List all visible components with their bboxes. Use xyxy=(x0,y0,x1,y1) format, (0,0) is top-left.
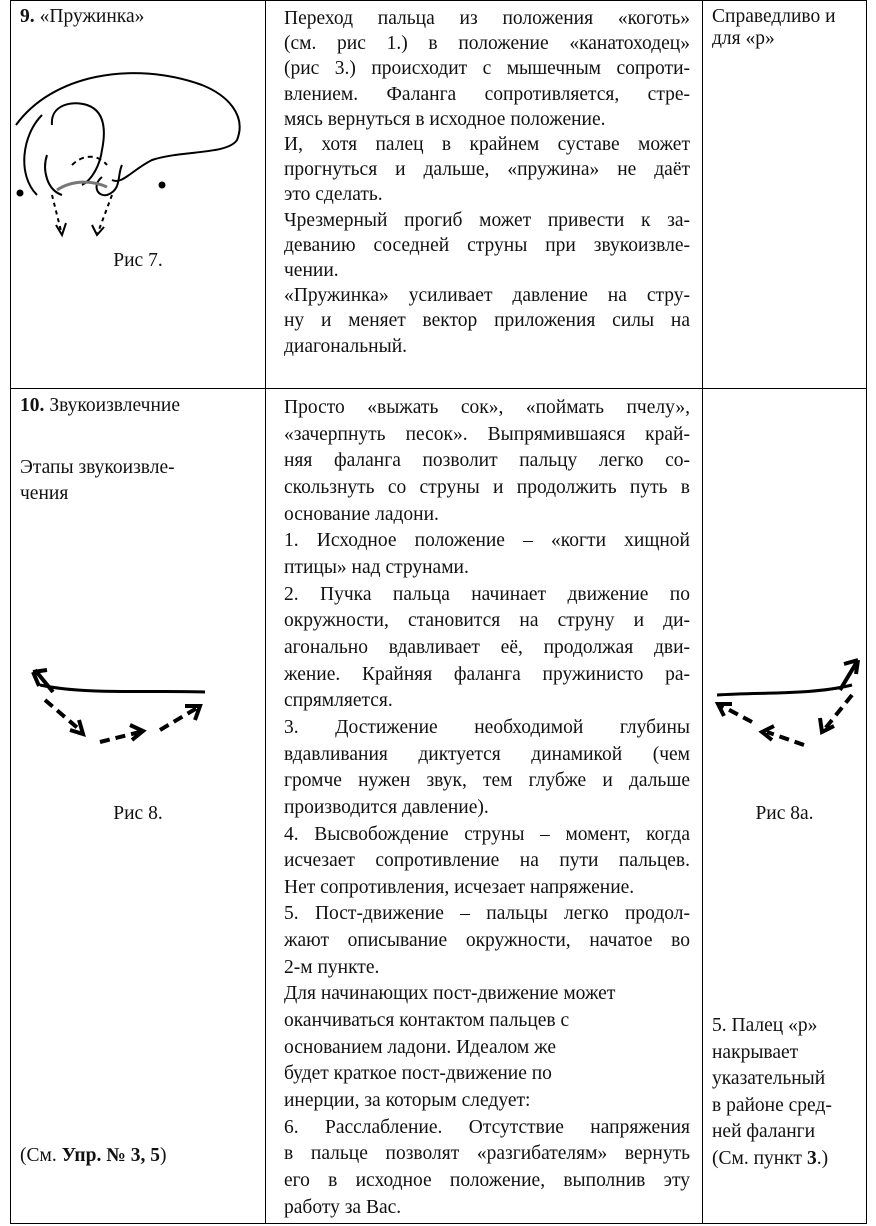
text-line: в пальце позволят «разгибателям» вернуть xyxy=(284,1143,690,1165)
text-line: это сделать. xyxy=(284,184,383,206)
figure xyxy=(714,658,860,747)
text-line: 2-м пункте. xyxy=(284,956,380,978)
text-line: исчезает сопротивление на пути пальцев. xyxy=(284,850,690,872)
paragraph: 3. Достижение необходимой глубины вдавлив… xyxy=(284,715,690,822)
paragraph: 4. Высвобождение струны – момент, когда и… xyxy=(284,822,690,902)
cell-note: Справедливо и для «р» xyxy=(712,6,836,50)
text-line: 3. Достижение необходимой глубины xyxy=(284,716,690,738)
reference-suffix: ) xyxy=(159,1145,167,1166)
text-line: основание ладони. xyxy=(284,503,439,525)
text-line: Просто «выжать сок», «поймать пчелу», xyxy=(284,397,690,418)
reference: (См. Упр. № 3, 5) xyxy=(20,1145,166,1167)
text-line: его в исходное положение, выполнив эту xyxy=(284,1170,690,1192)
figure-caption: Рис 8a. xyxy=(755,803,814,824)
item-number: 9. xyxy=(20,6,35,27)
paragraph: Переход пальца из положения «коготь» (см.… xyxy=(284,6,690,132)
text-line: прогнуться и дальше, «пружина» не даёт xyxy=(284,159,690,181)
text-line: 2. Пучка пальца начинает движение по xyxy=(284,583,690,605)
text-line: инерции, за которым следует: xyxy=(284,1090,531,1112)
text-line: (см. рис 1.) в положение «канатоходец» xyxy=(284,33,690,55)
text-line: 5. Пост-движение – пальцы легко продол- xyxy=(284,903,690,925)
paragraph: Просто «выжать сок», «поймать пчелу», «за… xyxy=(284,395,690,528)
cell-text: Переход пальца из положения «коготь» (см.… xyxy=(284,6,690,359)
text-line: (рис 3.) происходит с мышечным сопроти- xyxy=(284,58,690,80)
text-line: агонально вдавливает её, продолжая дви- xyxy=(284,636,690,658)
text-line: няя фаланга позволит пальцу легко со- xyxy=(284,450,690,472)
text-line: «Пружинка» усиливает давление на стру- xyxy=(284,285,690,307)
text-line: жают описывание окружности, начатое во xyxy=(284,930,690,952)
text-line: работу за Вас. xyxy=(284,1196,402,1218)
note-bold: 3 xyxy=(806,1147,817,1169)
figure xyxy=(15,72,241,238)
reference-prefix: (См. xyxy=(20,1145,57,1166)
note-prefix: (См. пункт xyxy=(712,1147,802,1169)
paragraph: «Пружинка» усиливает давление на стру-ну… xyxy=(284,283,690,359)
item-title: Звукоизвлечние xyxy=(49,395,180,416)
rule xyxy=(10,0,867,1)
text-line: оканчиваться контактом пальцев с xyxy=(284,1010,570,1032)
rule xyxy=(10,388,867,389)
text-line: И, хотя палец в крайнем суставе может xyxy=(284,134,690,156)
figure-caption: Рис 7. xyxy=(113,250,163,271)
note-line: для «р» xyxy=(712,28,775,49)
cell-heading: 9. «Пружинка» xyxy=(20,6,144,28)
note-line: накрывает xyxy=(712,1041,799,1063)
text-line: Нет сопротивления, исчезает напряжение. xyxy=(284,876,635,898)
note-line: (См. пункт 3.) xyxy=(712,1146,832,1173)
text-line: ну и меняет вектор приложения силы на xyxy=(284,310,690,332)
subtitle-line: чения xyxy=(20,483,69,504)
figure xyxy=(31,668,206,744)
text-line: влением. Фаланга сопротивляется, стре- xyxy=(284,83,690,105)
text-line: Переход пальца из положения «коготь» xyxy=(284,8,690,29)
text-line: 1. Исходное положение – «когти хищной xyxy=(284,530,690,552)
reference-bold: Упр. № 3, 5 xyxy=(61,1145,160,1166)
paragraph: Чрезмерный прогиб может привести к за-де… xyxy=(284,208,690,284)
rule xyxy=(866,0,867,1224)
rule xyxy=(702,0,703,1224)
figure-caption: Рис 8. xyxy=(113,803,163,824)
note-line: в районе сред- xyxy=(712,1094,832,1116)
text-line: громче нужен звук, тем глубже и дальше xyxy=(284,770,690,792)
paragraph: 1. Исходное положение – «когти хищной пти… xyxy=(284,528,690,581)
paragraph: Для начинающих пост-движение может оканчи… xyxy=(284,981,690,1114)
text-line: мясь вернуться в исходное положение. xyxy=(284,108,606,130)
note-line: указательный xyxy=(712,1068,826,1089)
note-line: ней фаланги xyxy=(712,1121,816,1142)
subtitle: Этапы звукоизвле- чения xyxy=(20,455,175,507)
rule xyxy=(10,1223,867,1224)
text-line: жение. Крайняя фаланга пружинисто ра- xyxy=(284,663,690,685)
note-line: 5. Палец «р» xyxy=(712,1015,818,1036)
note-line: Справедливо и xyxy=(712,6,836,27)
text-line: птицы» над струнами. xyxy=(284,556,469,578)
text-line: окружности, становится на струну и ди- xyxy=(284,610,690,632)
text-line: деванию соседней струны при звукоизвле- xyxy=(284,234,690,256)
text-line: спрямляется. xyxy=(284,690,393,712)
cell-heading: 10. Звукоизвлечние xyxy=(20,395,180,417)
text-line: скользнуть со струны и продолжить путь в xyxy=(284,476,690,498)
text-line: 6. Расслабление. Отсутствие напряжения xyxy=(284,1116,690,1138)
text-line: 4. Высвобождение струны – момент, когда xyxy=(284,823,690,845)
subtitle-line: Этапы звукоизвле- xyxy=(20,457,175,478)
text-line: основанием ладони. Идеалом же xyxy=(284,1036,557,1058)
paragraph: 5. Пост-движение – пальцы легко продол-ж… xyxy=(284,901,690,981)
text-line: Для начинающих пост-движение может xyxy=(284,983,616,1005)
rule xyxy=(265,0,266,1224)
rule xyxy=(10,0,11,1224)
paragraph: 2. Пучка пальца начинает движение по окру… xyxy=(284,582,690,715)
cell-note: 5. Палец «р» накрывает указательный в район… xyxy=(712,1013,832,1172)
paragraph: И, хотя палец в крайнем суставе может про… xyxy=(284,132,690,208)
text-line: производится давление). xyxy=(284,796,489,818)
text-line: чении. xyxy=(284,260,339,282)
item-number: 10. xyxy=(20,395,45,416)
paragraph: 6. Расслабление. Отсутствие напряжения в … xyxy=(284,1115,690,1222)
text-line: вдавливания диктуется динамикой (чем xyxy=(284,743,690,765)
item-title: «Пружинка» xyxy=(39,6,145,27)
text-line: будет краткое пост-движение по xyxy=(284,1063,552,1085)
text-line: «зачерпнуть песок». Выпрямившаяся край- xyxy=(284,423,690,445)
text-line: Чрезмерный прогиб может привести к за- xyxy=(284,209,690,231)
text-line: диагональный. xyxy=(284,335,408,357)
cell-text: Просто «выжать сок», «поймать пчелу», «за… xyxy=(284,395,690,1221)
note-suffix: .) xyxy=(816,1147,829,1169)
